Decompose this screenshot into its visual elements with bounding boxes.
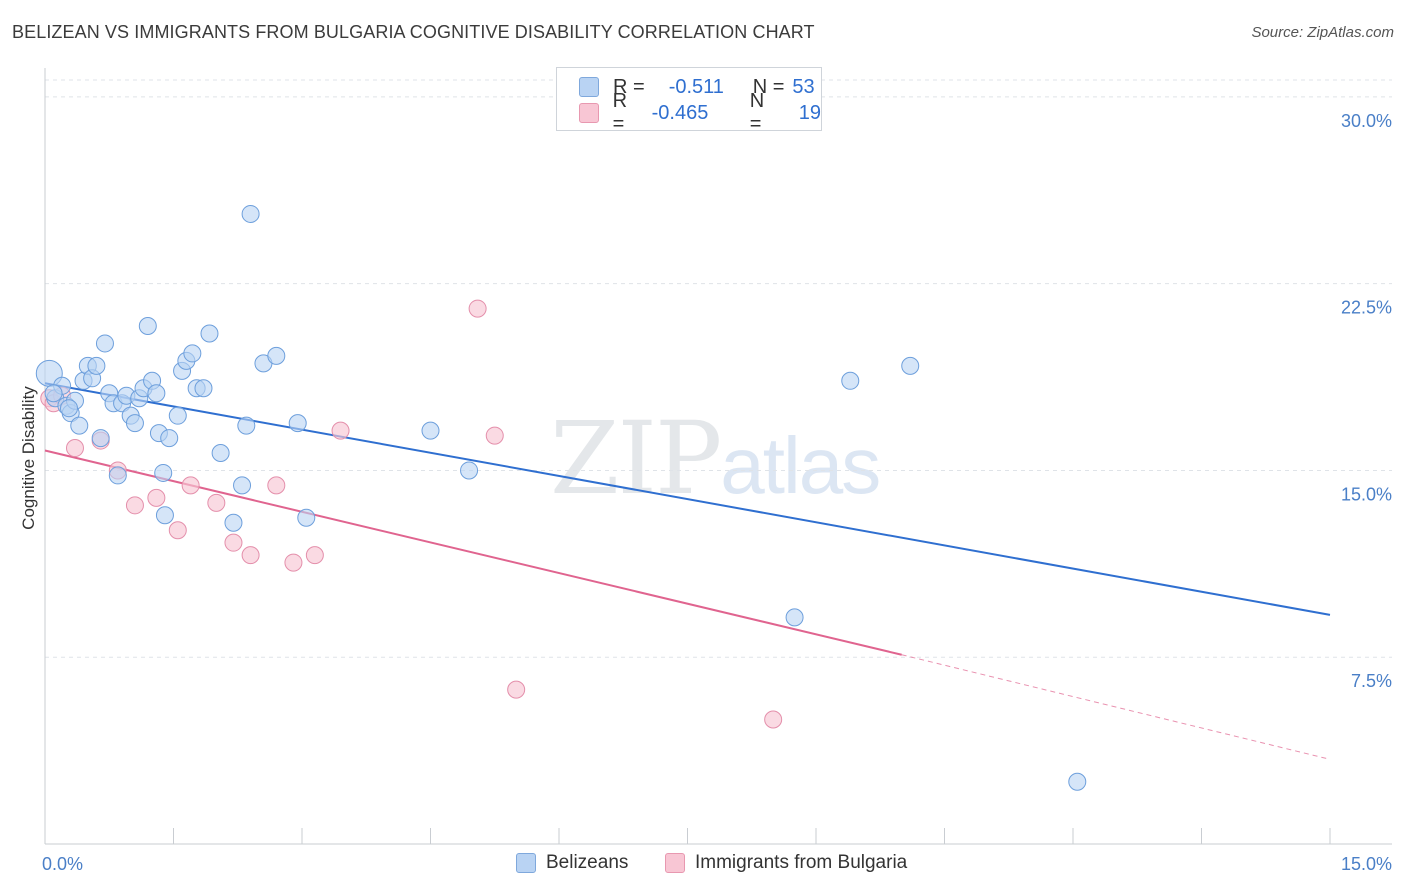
point-bulgaria [267, 476, 286, 495]
point-bulgaria [125, 496, 144, 515]
point-bulgaria [224, 533, 243, 552]
point-belizeans [200, 324, 219, 343]
y-tick-label: 30.0% [1341, 111, 1392, 131]
tick-labels: 7.5% 15.0% 22.5% 30.0% 0.0% 15.0% Cognitive Di… [19, 111, 1392, 874]
point-belizeans [87, 356, 106, 375]
trend-line-belizeans [44, 382, 1331, 616]
point-belizeans [125, 414, 144, 433]
point-belizeans [108, 466, 127, 485]
correlation-legend: R = -0.511 N = 53 R = -0.465 N = 19 [556, 67, 822, 135]
watermark-atlas: atlas [720, 421, 881, 510]
point-bulgaria [764, 710, 783, 729]
point-belizeans [237, 416, 256, 435]
point-belizeans [59, 399, 78, 418]
data-points [35, 204, 1087, 791]
point-bulgaria [507, 680, 526, 699]
watermark-zip: ZIP [550, 400, 722, 517]
legend-label-belizeans: Belizeans [546, 852, 629, 873]
point-bulgaria [168, 521, 187, 540]
legend-item-bulgaria: Immigrants from Bulgaria [665, 852, 907, 874]
point-belizeans [154, 463, 173, 482]
point-belizeans [288, 414, 307, 433]
point-belizeans [421, 421, 440, 440]
legend-row-belizeans: R = -0.511 N = 53 [579, 74, 815, 100]
point-bulgaria [65, 439, 84, 458]
point-belizeans [160, 429, 179, 448]
point-belizeans [194, 379, 213, 398]
point-belizeans [91, 429, 110, 448]
y-tick-label: 15.0% [1341, 484, 1392, 504]
point-belizeans [267, 346, 286, 365]
x-tick-label: 15.0% [1341, 854, 1392, 874]
point-belizeans [168, 406, 187, 425]
point-belizeans [785, 608, 804, 627]
point-bulgaria [207, 493, 226, 512]
watermark: ZIPatlas [550, 400, 881, 517]
legend-n-value: 53 [792, 75, 815, 98]
source-label: Source: ZipAtlas.com [1251, 24, 1394, 41]
axes [44, 68, 1392, 845]
grid-lines [45, 79, 1392, 658]
point-belizeans [297, 508, 316, 527]
y-axis-label: Cognitive Disability [19, 386, 38, 530]
point-belizeans [224, 513, 243, 532]
point-bulgaria [284, 553, 303, 572]
point-belizeans [183, 344, 202, 363]
point-belizeans [155, 506, 174, 525]
point-bulgaria [468, 299, 487, 318]
point-bulgaria [147, 488, 166, 507]
point-bulgaria [305, 546, 324, 565]
point-belizeans [233, 476, 252, 495]
point-belizeans [44, 384, 63, 403]
legend-swatch-blue [516, 853, 536, 873]
legend-swatch-pink [665, 853, 685, 873]
point-belizeans [147, 384, 166, 403]
point-belizeans [901, 356, 920, 375]
y-tick-label: 22.5% [1341, 298, 1392, 318]
point-bulgaria [331, 421, 350, 440]
legend-swatch-blue [579, 77, 599, 97]
legend-row-bulgaria: R = -0.465 N = 19 [579, 90, 821, 135]
point-belizeans [841, 371, 860, 390]
trend-line-bulgaria [44, 449, 902, 656]
trend-lines [44, 382, 1331, 760]
legend-r-label: R = [612, 90, 628, 135]
chart-title: BELIZEAN VS IMMIGRANTS FROM BULGARIA COG… [12, 22, 815, 42]
point-belizeans [138, 317, 157, 336]
point-belizeans [460, 461, 479, 480]
legend-n-value: 19 [798, 101, 821, 124]
legend-r-label: R = [613, 75, 645, 98]
point-belizeans [1068, 772, 1087, 791]
point-belizeans [211, 444, 230, 463]
x-tick-label: 0.0% [42, 854, 83, 874]
point-bulgaria [181, 476, 200, 495]
trend-line-bulgaria-extrapolated [901, 654, 1331, 760]
point-belizeans [241, 204, 260, 223]
legend-item-belizeans: Belizeans [516, 852, 628, 874]
point-bulgaria [241, 546, 260, 565]
legend-swatch-pink [579, 103, 599, 123]
y-tick-label: 7.5% [1351, 671, 1392, 691]
legend-r-value: -0.465 [651, 101, 709, 124]
legend-r-value: -0.511 [668, 75, 724, 98]
legend-label-bulgaria: Immigrants from Bulgaria [695, 852, 908, 873]
point-bulgaria [485, 426, 504, 445]
legend-n-label: N = [752, 75, 785, 98]
legend-n-label: N = [749, 90, 765, 135]
point-belizeans [95, 334, 114, 353]
series-legend: Belizeans Immigrants from Bulgaria [0, 852, 1406, 878]
point-belizeans [70, 416, 89, 435]
